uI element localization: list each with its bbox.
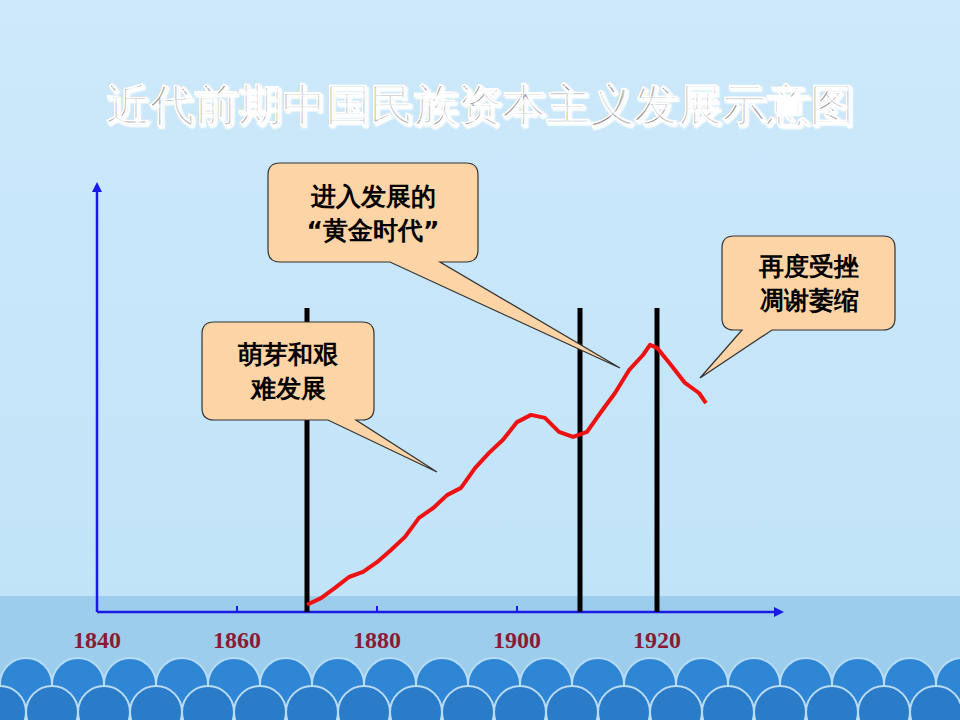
callout: 萌芽和艰难发展 bbox=[202, 322, 437, 472]
period-line bbox=[578, 308, 583, 612]
x-axis bbox=[97, 611, 776, 614]
wave bbox=[26, 686, 78, 720]
wave bbox=[806, 686, 858, 720]
x-tick-label: 1900 bbox=[493, 627, 541, 653]
callout: 进入发展的 “黄金时代” bbox=[268, 163, 620, 368]
wave bbox=[702, 686, 754, 720]
wave bbox=[754, 686, 806, 720]
callout-box bbox=[700, 236, 895, 378]
wave bbox=[546, 686, 598, 720]
x-axis-arrow bbox=[774, 607, 784, 617]
wave bbox=[910, 686, 960, 720]
x-tick-label: 1880 bbox=[353, 627, 401, 653]
wave bbox=[0, 686, 26, 720]
callout-text: 再度受挫 bbox=[758, 252, 859, 281]
decoration bbox=[0, 658, 960, 720]
callout-text: “黄金时代” bbox=[307, 216, 440, 245]
wave bbox=[494, 686, 546, 720]
x-tick bbox=[96, 606, 98, 612]
callout-text: 难发展 bbox=[249, 374, 326, 403]
y-axis bbox=[96, 190, 99, 612]
callout-text: 凋谢萎缩 bbox=[759, 286, 859, 315]
wave bbox=[286, 686, 338, 720]
x-tick-label: 1860 bbox=[213, 627, 261, 653]
wave bbox=[390, 686, 442, 720]
callout-box bbox=[202, 322, 437, 472]
wave bbox=[130, 686, 182, 720]
callout-text: 萌芽和艰 bbox=[237, 340, 339, 369]
wave bbox=[858, 686, 910, 720]
callout-box bbox=[268, 163, 620, 368]
y-axis-arrow bbox=[92, 182, 102, 192]
x-tick-label: 1920 bbox=[633, 627, 681, 653]
chart: 近代前期中国民族资本主义发展示意图 1840 1860 1880 1900 1920 萌芽和… bbox=[0, 0, 960, 720]
wave bbox=[182, 686, 234, 720]
wave bbox=[598, 686, 650, 720]
wave bbox=[650, 686, 702, 720]
wave bbox=[78, 686, 130, 720]
period-line bbox=[655, 308, 660, 612]
wave bbox=[234, 686, 286, 720]
x-tick-label: 1840 bbox=[73, 627, 121, 653]
wave bbox=[338, 686, 390, 720]
callout-text: 进入发展的 bbox=[310, 182, 436, 211]
wave bbox=[442, 686, 494, 720]
x-tick bbox=[236, 606, 238, 612]
x-tick bbox=[516, 606, 518, 612]
title: 近代前期中国民族资本主义发展示意图 bbox=[106, 79, 854, 130]
x-tick bbox=[376, 606, 378, 612]
callout: 再度受挫凋谢萎缩 bbox=[700, 236, 895, 378]
background bbox=[0, 0, 960, 720]
